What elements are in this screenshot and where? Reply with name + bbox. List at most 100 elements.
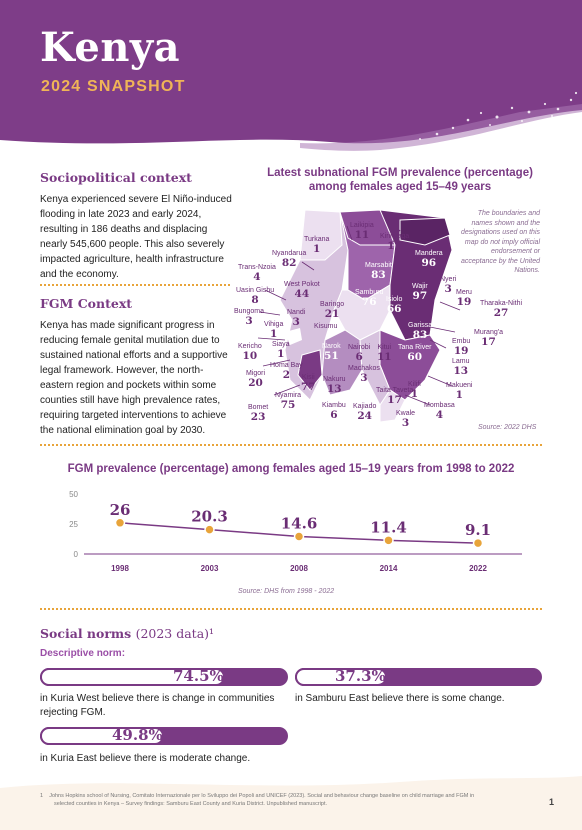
county-name: Nyandarua: [272, 250, 307, 257]
descriptive-norm-label: Descriptive norm:: [40, 648, 126, 659]
y-tick-label: 25: [69, 520, 78, 529]
norm-caption-line: in Samburu East believe there is some ch…: [295, 693, 505, 704]
county-value: 66: [386, 303, 402, 315]
fgm-context-line: eastern region and pockets within some: [40, 380, 217, 391]
county-label: Trans-Nzoia 4: [238, 264, 276, 283]
norm-caption-line: rejecting FGM.: [40, 707, 106, 718]
county-label: Nyandarua 82: [272, 250, 306, 269]
county-name: Nyamira: [275, 392, 302, 399]
county-name: Nairobi: [348, 344, 371, 351]
county-value: 17: [387, 394, 402, 406]
county-label: Migori 20: [246, 370, 265, 389]
norm-bar: 74.5%: [40, 667, 288, 686]
social-norms-year: (2023 data)¹: [135, 626, 215, 641]
county-label: Kisii 77: [301, 374, 316, 393]
county-value: 11: [354, 229, 370, 241]
county-name: Uasin Gishu: [236, 287, 275, 294]
norm-caption: in Kuria East believe there is moderate …: [40, 752, 250, 766]
county-label: Nyamira 75: [275, 392, 301, 411]
county-value: 83: [412, 329, 428, 341]
norm-percent: 49.8%: [112, 726, 163, 744]
county-label: Nyeri 3: [440, 276, 456, 295]
data-point: [293, 531, 305, 542]
county-label: Makueni 1: [446, 382, 472, 401]
county-name: Kericho: [238, 343, 262, 350]
norm-bar: 49.8%: [40, 726, 288, 745]
county-label: Machakos 3: [348, 365, 380, 384]
x-tick-label: 2008: [290, 564, 308, 573]
county-label: Murang'a 17: [474, 329, 503, 348]
norm-percent: 37.3%: [335, 667, 386, 685]
county-name: Samburu: [355, 289, 384, 296]
county-label: Bungoma 3: [234, 308, 264, 327]
county-value: 17: [481, 336, 496, 348]
data-label: 26: [110, 501, 131, 519]
county-value: 1: [277, 348, 285, 360]
county-name: Kirinyaga: [380, 233, 410, 240]
county-name: Garissa: [408, 322, 433, 329]
county-value: 2: [282, 369, 290, 381]
y-tick-label: 0: [74, 550, 79, 559]
norm-percent: 74.5%: [173, 667, 224, 685]
county-value: 1: [455, 389, 463, 401]
county-value: 3: [444, 283, 452, 295]
county-value: 3: [401, 417, 410, 429]
x-tick-label: 1998: [111, 564, 129, 573]
county-name: Isiolo: [386, 296, 403, 303]
norm-caption-line: in Kuria West believe there is change in…: [40, 693, 275, 704]
county-label: Kajiado 24: [353, 403, 376, 422]
county-label: Isiolo 66: [386, 296, 402, 315]
county-label: Tana River 60: [398, 344, 431, 363]
county-value: 1: [270, 328, 278, 340]
fgm-context-line: sustained national efforts and a support…: [40, 350, 228, 361]
county-value: 76: [361, 296, 377, 308]
county-label: Nandi 3: [287, 309, 305, 328]
fgm-context-line: legal framework. However, the north-: [40, 365, 204, 376]
page-subtitle: 2024 SNAPSHOT: [41, 78, 186, 95]
county-label: Kisumu: [314, 323, 337, 331]
data-label: 11.4: [370, 518, 407, 536]
fgm-context-line: the national elimination goal by 2030.: [40, 425, 206, 436]
page-title: Kenya: [40, 24, 181, 71]
norm-caption: in Samburu East believe there is some ch…: [295, 692, 505, 706]
county-label: Narok 51: [322, 343, 341, 362]
county-name: Kwale: [396, 410, 416, 417]
county-value: 3: [360, 372, 368, 384]
county-label: Nairobi 6: [348, 344, 370, 363]
county-label: Kirinyaga 11: [380, 233, 409, 252]
y-tick-label: 50: [69, 490, 78, 499]
county-label: Kericho 10: [238, 343, 262, 362]
county-value: 8: [251, 294, 259, 306]
norm-caption: in Kuria West believe there is change in…: [40, 692, 274, 720]
county-label: Garissa 83: [408, 322, 432, 341]
county-label: Meru 19: [456, 289, 472, 308]
sociopolitical-text: Kenya experienced severe El Niño-induced…: [40, 192, 232, 282]
county-label: Tharaka-Nithi 27: [480, 300, 522, 319]
county-name: Nyeri: [440, 276, 457, 283]
data-point: [114, 517, 126, 529]
county-name: Tharaka-Nithi: [480, 300, 523, 307]
county-label: Samburu 76: [355, 289, 383, 308]
trend-chart: 50 25 0 26 1998 20.3 2003 14.6 2008 11.4 2014 9.1 20…: [69, 490, 522, 573]
county-name: Migori: [246, 370, 266, 377]
page-number: 1: [549, 797, 555, 807]
county-name: Bungoma: [234, 308, 264, 315]
county-name: Kisumu: [314, 323, 338, 330]
x-tick-label: 2014: [380, 564, 398, 573]
county-name: Mombasa: [424, 402, 455, 409]
x-tick-label: 2003: [201, 564, 219, 573]
county-value: 44: [294, 288, 310, 300]
county-label: Baringo 21: [320, 301, 344, 320]
county-label: Lamu 13: [452, 358, 470, 377]
county-value: 10: [242, 350, 258, 362]
county-value: 3: [292, 316, 300, 328]
county-name: Meru: [456, 289, 472, 296]
county-label: Nakuru 13: [323, 376, 346, 395]
county-name: Turkana: [304, 236, 330, 243]
county-label: Taita Taveta 17: [376, 387, 413, 406]
county-value: 6: [330, 409, 338, 421]
county-name: Baringo: [320, 301, 345, 308]
county-value: 19: [456, 296, 472, 308]
county-label: Marsabit 83: [365, 262, 392, 281]
county-name: Taita Taveta: [376, 387, 414, 394]
